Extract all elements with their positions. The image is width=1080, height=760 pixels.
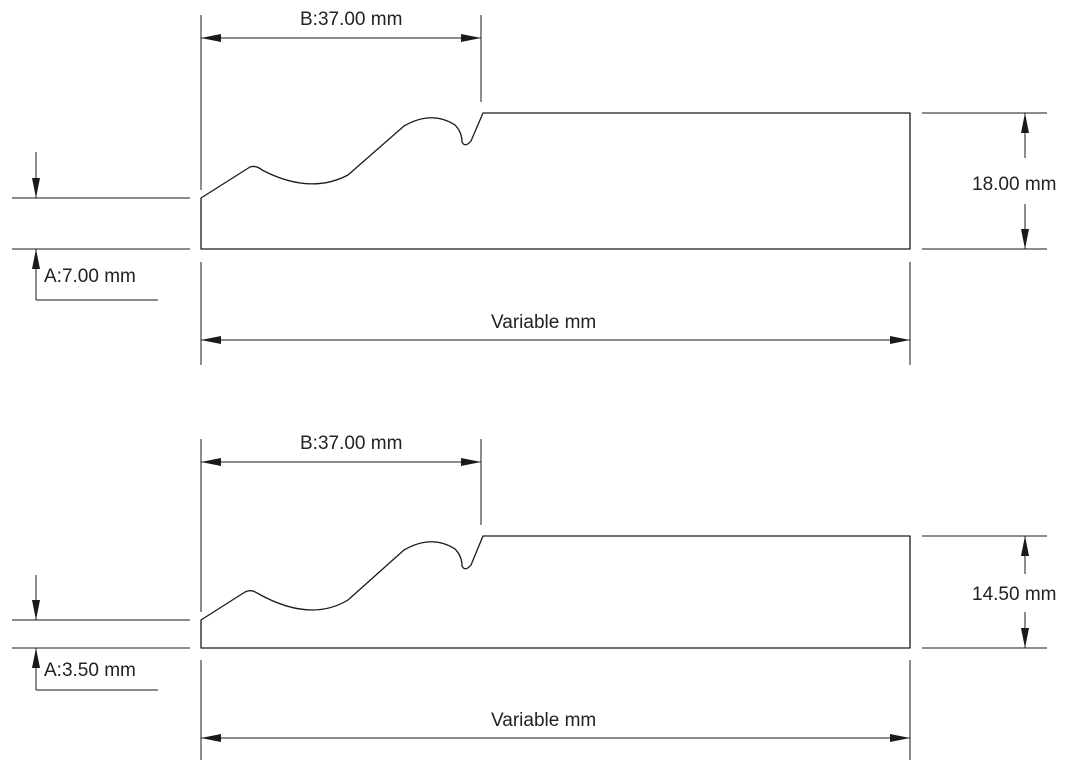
arrowhead	[32, 600, 40, 620]
length-dimension-label: Variable mm	[491, 312, 596, 333]
arrowhead	[890, 734, 910, 742]
height-dimension-label: 18.00 mm	[972, 174, 1056, 195]
arrowhead	[461, 458, 481, 466]
arrowhead	[201, 734, 221, 742]
a-dimension-label: A:3.50 mm	[44, 660, 136, 681]
profile-outline	[200, 535, 911, 649]
arrowhead	[201, 336, 221, 344]
arrowhead	[32, 178, 40, 198]
a-dimension-label: A:7.00 mm	[44, 266, 136, 287]
b-dimension-label: B:37.00 mm	[300, 9, 402, 30]
length-dimension-label: Variable mm	[491, 710, 596, 731]
arrowhead	[201, 458, 221, 466]
arrowhead	[1021, 628, 1029, 648]
height-dimension-label: 14.50 mm	[972, 584, 1056, 605]
b-dimension-label: B:37.00 mm	[300, 433, 402, 454]
arrowhead	[201, 34, 221, 42]
arrowhead	[461, 34, 481, 42]
arrowhead	[1021, 113, 1029, 133]
profile-drawing-2: B:37.00 mm A:3.50 mm 14.50 mm Variable m…	[12, 433, 1056, 760]
arrowhead	[32, 648, 40, 668]
profile-drawing-1: B:37.00 mm A:7.00 mm 18.00 mm Variable m…	[12, 9, 1056, 365]
profile-outline	[200, 112, 911, 250]
arrowhead	[32, 249, 40, 269]
arrowhead	[1021, 536, 1029, 556]
arrowhead	[1021, 229, 1029, 249]
arrowhead	[890, 336, 910, 344]
